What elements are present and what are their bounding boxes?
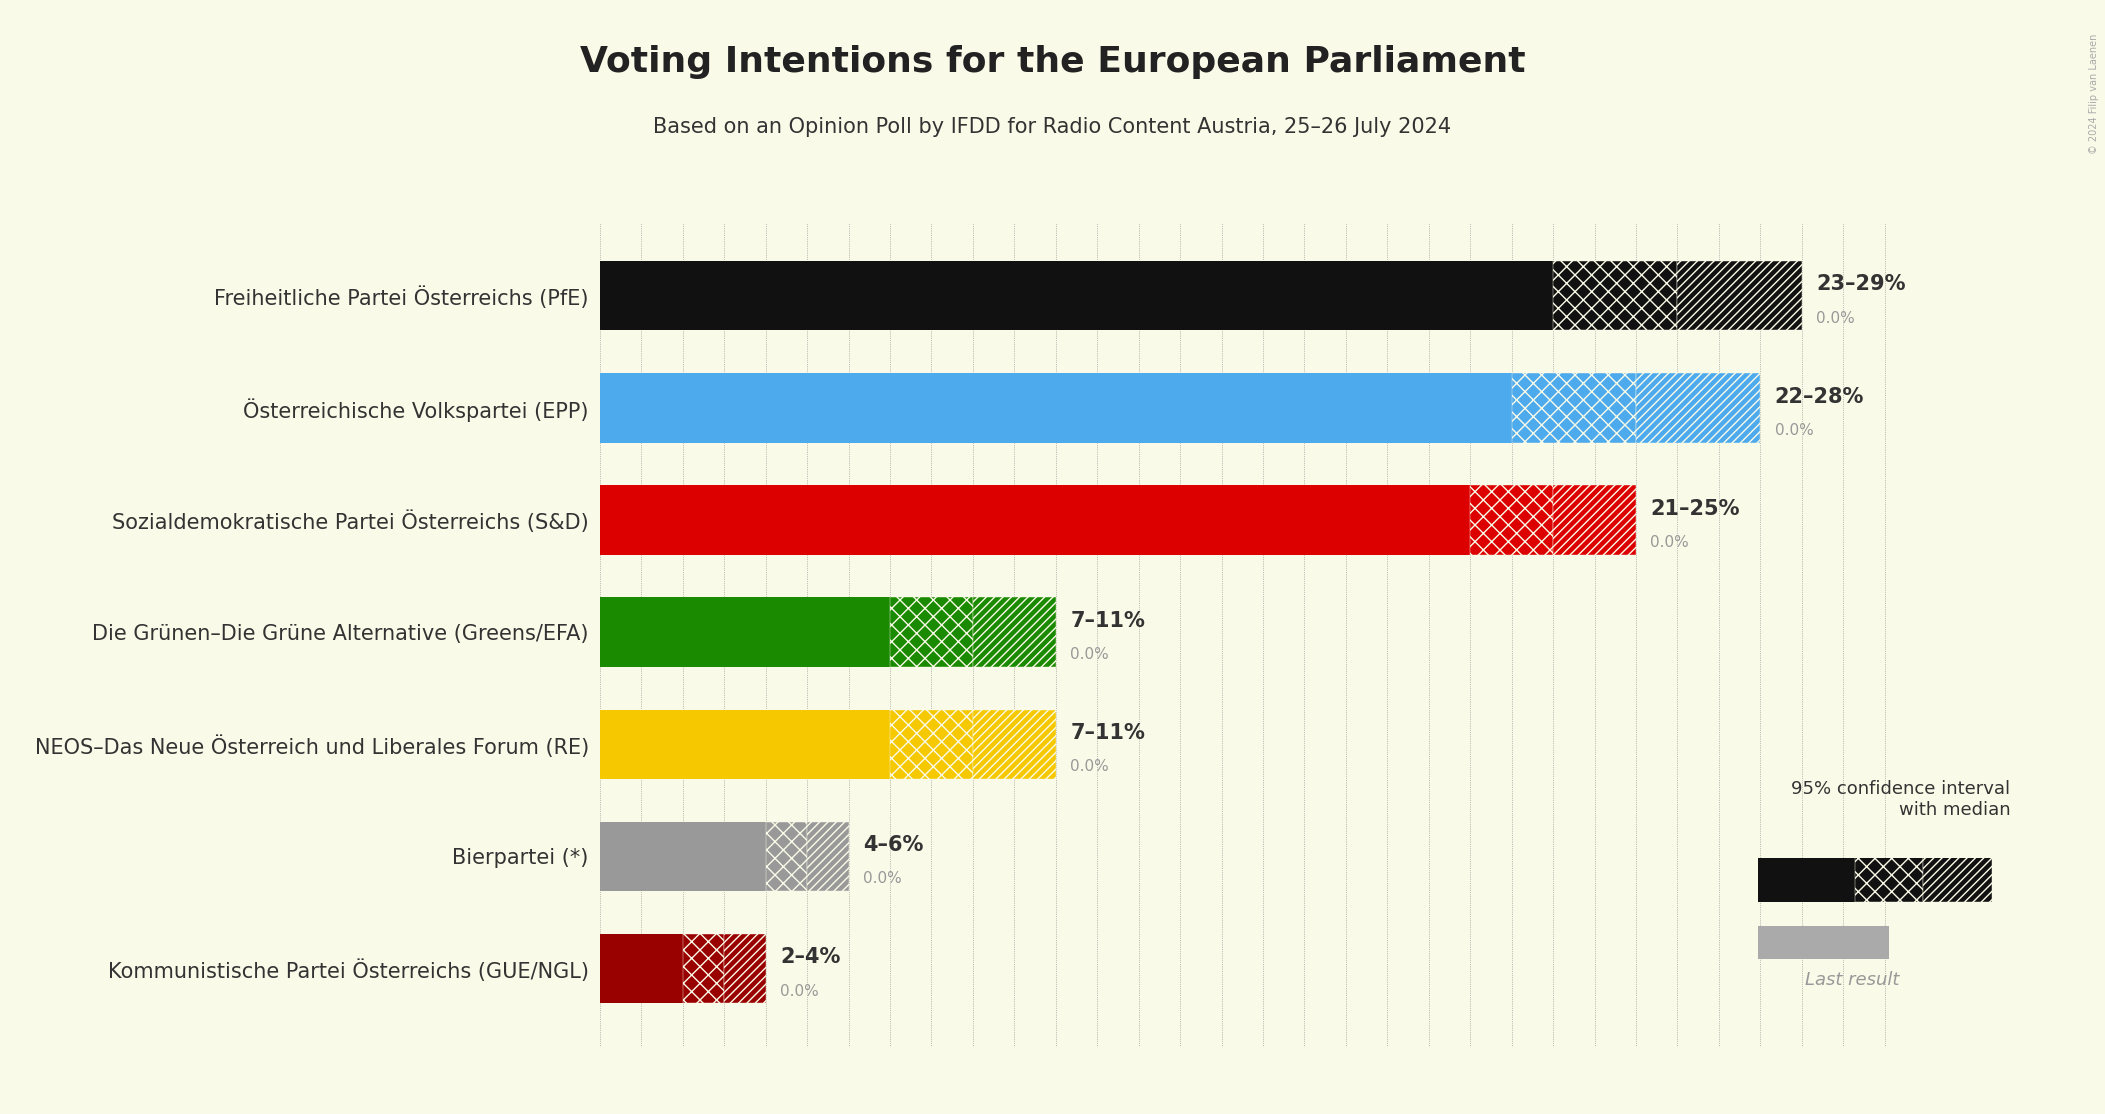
Text: 2–4%: 2–4% (781, 947, 840, 967)
Bar (724, 934, 766, 1004)
Text: Based on an Opinion Poll by IFDD for Radio Content Austria, 25–26 July 2024: Based on an Opinion Poll by IFDD for Rad… (653, 117, 1452, 137)
Bar (600, 597, 890, 667)
Text: 23–29%: 23–29% (1817, 274, 1905, 294)
Bar (1511, 373, 1636, 442)
Bar (600, 710, 890, 779)
Bar (600, 822, 766, 891)
Text: 0.0%: 0.0% (863, 871, 901, 887)
Text: 7–11%: 7–11% (1069, 610, 1145, 631)
Text: Last result: Last result (1806, 971, 1899, 989)
Bar (600, 373, 1511, 442)
Text: 0.0%: 0.0% (1069, 760, 1109, 774)
Bar (806, 822, 848, 891)
Text: 0.0%: 0.0% (1817, 311, 1855, 325)
Bar (1678, 261, 1802, 331)
Bar (1758, 926, 1888, 959)
Bar (1636, 373, 1760, 442)
Bar (600, 934, 682, 1004)
Bar (1924, 857, 1991, 902)
Text: 4–6%: 4–6% (863, 836, 924, 856)
Text: 21–25%: 21–25% (1650, 499, 1741, 519)
Text: © 2024 Filip van Laenen: © 2024 Filip van Laenen (2088, 33, 2099, 154)
Bar (1758, 857, 1855, 902)
Text: 7–11%: 7–11% (1069, 723, 1145, 743)
Bar (1469, 486, 1553, 555)
Bar (973, 710, 1057, 779)
Bar (973, 597, 1057, 667)
Text: 95% confidence interval
with median: 95% confidence interval with median (1791, 780, 2010, 819)
Text: 0.0%: 0.0% (781, 984, 819, 998)
Bar (890, 710, 973, 779)
Bar (766, 822, 806, 891)
Text: Voting Intentions for the European Parliament: Voting Intentions for the European Parli… (579, 45, 1526, 79)
Bar (1553, 261, 1678, 331)
Text: 22–28%: 22–28% (1775, 387, 1865, 407)
Bar (682, 934, 724, 1004)
Text: 0.0%: 0.0% (1650, 535, 1688, 550)
Bar (1553, 486, 1636, 555)
Bar (1855, 857, 1924, 902)
Bar (890, 597, 973, 667)
Bar (600, 261, 1553, 331)
Bar (600, 486, 1469, 555)
Text: 0.0%: 0.0% (1069, 647, 1109, 662)
Text: 0.0%: 0.0% (1775, 423, 1815, 438)
